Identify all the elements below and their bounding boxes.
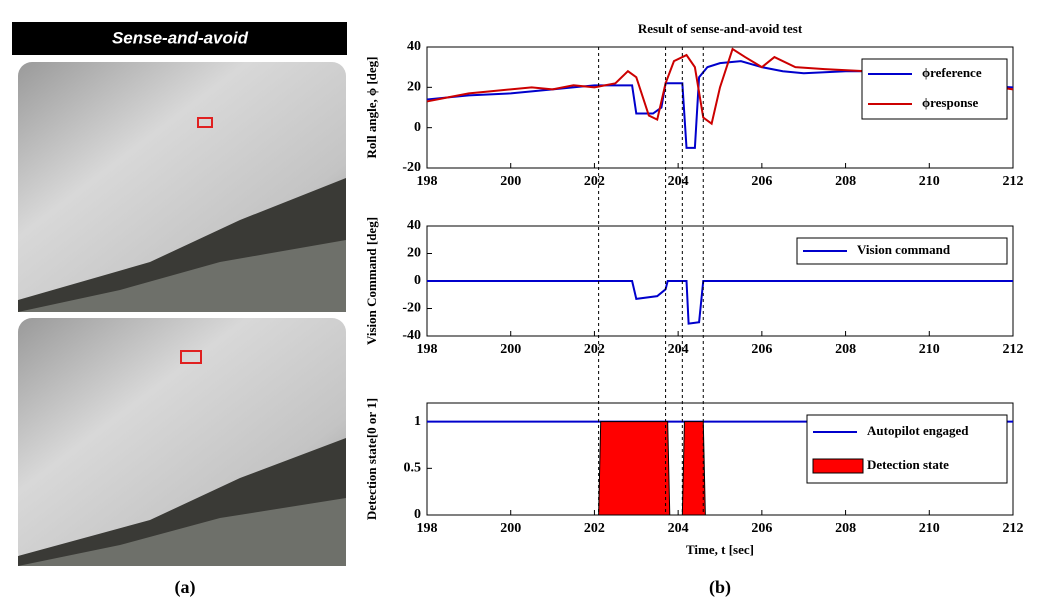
legend-swatch — [812, 458, 864, 474]
x-tick-label: 204 — [668, 174, 689, 189]
video-title-bar — [12, 22, 347, 55]
x-tick-label: 206 — [751, 342, 772, 357]
x-tick-label: 208 — [835, 521, 856, 536]
chart-title: Result of sense-and-avoid test — [638, 21, 803, 36]
y-tick-label: 40 — [407, 39, 421, 54]
legend-label: ϕresponse — [922, 95, 978, 110]
x-tick-label: 212 — [1003, 342, 1024, 357]
y-axis-label: Roll angle, ϕ [deg] — [364, 57, 379, 159]
x-tick-label: 198 — [417, 174, 438, 189]
area — [598, 421, 706, 516]
x-tick-label: 206 — [751, 174, 772, 189]
legend-label: Autopilot engaged — [867, 423, 969, 438]
x-tick-label: 200 — [500, 174, 521, 189]
photo-bottom — [18, 318, 346, 566]
x-tick-label: 202 — [584, 174, 605, 189]
x-tick-label: 204 — [668, 342, 689, 357]
x-tick-label: 202 — [584, 342, 605, 357]
x-tick-label: 198 — [417, 521, 438, 536]
y-tick-label: 0 — [414, 507, 421, 522]
x-tick-label: 212 — [1003, 174, 1024, 189]
y-tick-label: 0 — [414, 273, 421, 288]
y-tick-label: 40 — [407, 218, 421, 233]
x-axis-label: Time, t [sec] — [686, 542, 754, 557]
y-tick-label: -20 — [402, 301, 421, 316]
y-tick-label: 20 — [407, 246, 421, 261]
x-tick-label: 202 — [584, 521, 605, 536]
x-tick-label: 200 — [500, 521, 521, 536]
legend-box — [861, 58, 1008, 120]
y-tick-label: 0 — [414, 120, 421, 135]
y-axis-label: Vision Command [deg] — [364, 217, 379, 345]
x-tick-label: 210 — [919, 521, 940, 536]
y-tick-label: -20 — [402, 160, 421, 175]
y-tick-label: 0.5 — [404, 461, 422, 476]
line — [427, 280, 1013, 325]
x-tick-label: 204 — [668, 521, 689, 536]
legend-label: Detection state — [867, 457, 949, 472]
video-title: Sense-and-avoid — [112, 28, 249, 47]
y-tick-label: 20 — [407, 80, 421, 95]
panel-label: (a) — [175, 577, 196, 598]
x-tick-label: 206 — [751, 521, 772, 536]
line — [426, 47, 1014, 126]
legend-label: Vision command — [857, 242, 951, 257]
y-axis-label: Detection state[0 or 1] — [364, 398, 379, 520]
photo-top — [18, 62, 346, 312]
x-tick-label: 208 — [835, 174, 856, 189]
y-tick-label: -40 — [402, 328, 421, 343]
y-tick-label: 1 — [414, 414, 421, 429]
x-tick-label: 212 — [1003, 521, 1024, 536]
x-tick-label: 208 — [835, 342, 856, 357]
legend-label: ϕreference — [922, 65, 982, 80]
panel-label: (b) — [709, 577, 731, 598]
x-tick-label: 210 — [919, 342, 940, 357]
x-tick-label: 200 — [500, 342, 521, 357]
x-tick-label: 198 — [417, 342, 438, 357]
x-tick-label: 210 — [919, 174, 940, 189]
